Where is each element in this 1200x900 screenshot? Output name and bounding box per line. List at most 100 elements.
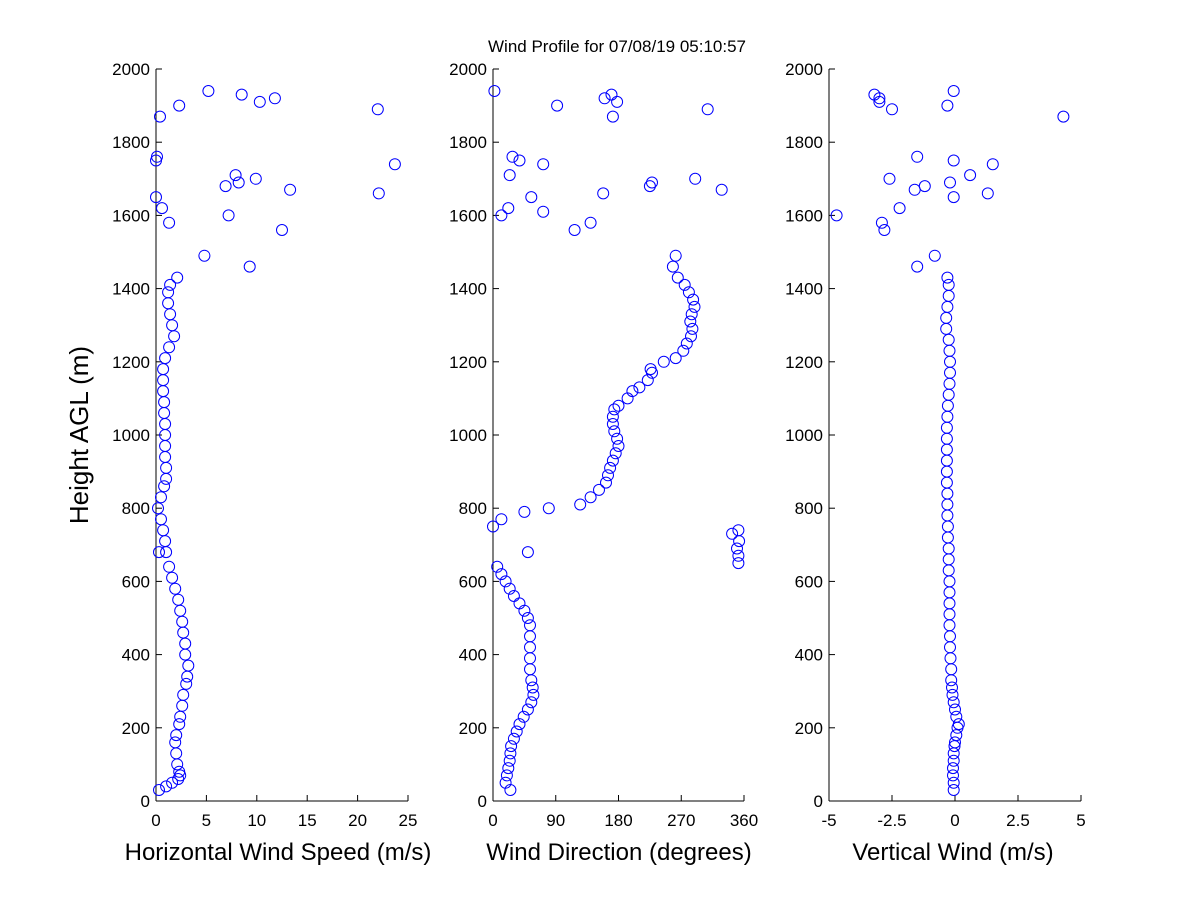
data-point bbox=[503, 754, 516, 767]
x-tick-label: -5 bbox=[821, 811, 836, 830]
data-point bbox=[521, 703, 534, 716]
data-point bbox=[612, 440, 625, 452]
y-tick-label: 200 bbox=[122, 719, 150, 738]
y-tick-label: 1800 bbox=[449, 133, 487, 152]
data-point bbox=[609, 447, 622, 460]
y-tick-label: 800 bbox=[459, 499, 487, 518]
data-point bbox=[229, 169, 242, 182]
data-point bbox=[947, 85, 960, 97]
data-point bbox=[584, 491, 597, 504]
x-tick-label: 15 bbox=[298, 811, 317, 830]
data-point bbox=[162, 286, 175, 299]
y-tick-label: 200 bbox=[795, 719, 823, 738]
data-point bbox=[928, 249, 941, 262]
data-point bbox=[499, 776, 512, 789]
y-tick-label: 1200 bbox=[785, 353, 823, 372]
data-point bbox=[946, 688, 959, 701]
data-point bbox=[682, 286, 695, 299]
data-point bbox=[504, 747, 517, 760]
data-point bbox=[371, 103, 384, 116]
data-point bbox=[503, 582, 516, 595]
data-point bbox=[584, 216, 597, 229]
data-point bbox=[495, 513, 508, 526]
data-point bbox=[687, 293, 700, 306]
data-point bbox=[517, 710, 530, 723]
data-point bbox=[170, 729, 183, 742]
data-point bbox=[163, 560, 176, 573]
data-point bbox=[166, 571, 179, 584]
y-tick-label: 0 bbox=[141, 792, 150, 811]
data-point bbox=[513, 154, 526, 167]
data-point bbox=[689, 172, 702, 185]
x-tick-label: 10 bbox=[247, 811, 266, 830]
data-point bbox=[551, 99, 564, 112]
data-point bbox=[947, 762, 959, 775]
x-tick-label: 5 bbox=[1076, 811, 1085, 830]
x-tick-label: 270 bbox=[667, 811, 695, 830]
data-point bbox=[669, 352, 682, 365]
data-point bbox=[950, 729, 963, 742]
data-point bbox=[952, 718, 965, 731]
data-point bbox=[611, 95, 624, 108]
y-tick-label: 800 bbox=[795, 499, 823, 518]
data-point bbox=[731, 542, 743, 555]
data-point bbox=[171, 271, 184, 284]
data-point bbox=[488, 85, 501, 97]
y-tick-label: 2000 bbox=[112, 60, 150, 79]
x-tick-label: 5 bbox=[202, 811, 211, 830]
data-point bbox=[949, 703, 961, 716]
panel-speed: 0 200 400 600 800 1000 1200 1400 1600 1800 2000 0 5 1… bbox=[112, 60, 431, 866]
data-point bbox=[524, 619, 536, 632]
data-point bbox=[1057, 110, 1070, 123]
data-point bbox=[249, 172, 262, 185]
y-tick-label: 1000 bbox=[785, 426, 823, 445]
data-point bbox=[202, 85, 215, 97]
data-point bbox=[219, 180, 232, 193]
data-point bbox=[527, 688, 540, 701]
data-point bbox=[268, 92, 281, 105]
data-point bbox=[715, 183, 728, 196]
data-point bbox=[155, 513, 167, 526]
data-point bbox=[495, 568, 508, 581]
data-point bbox=[685, 330, 697, 343]
data-point bbox=[152, 502, 164, 515]
data-point bbox=[495, 209, 508, 222]
x-tick-label: 0 bbox=[151, 811, 160, 830]
data-point bbox=[950, 710, 963, 723]
y-tick-label: 600 bbox=[795, 572, 823, 591]
y-tick-label: 1000 bbox=[112, 426, 150, 445]
panel-direction: 0 200 400 600 800 1000 1200 1400 1600 1800 2000 0 90… bbox=[449, 60, 758, 866]
data-point bbox=[150, 154, 162, 167]
data-point bbox=[153, 546, 165, 559]
data-point bbox=[597, 187, 610, 200]
data-point bbox=[284, 183, 297, 196]
data-point bbox=[525, 191, 538, 204]
data-point bbox=[986, 158, 999, 171]
data-point bbox=[506, 150, 519, 163]
data-point bbox=[388, 158, 401, 171]
y-tick-label: 1400 bbox=[449, 280, 487, 299]
x-axis-label-direction: Wind Direction (degrees) bbox=[486, 839, 751, 866]
data-point bbox=[513, 718, 526, 731]
data-point bbox=[633, 381, 646, 394]
data-point bbox=[946, 681, 958, 694]
data-point bbox=[677, 344, 690, 357]
y-tick-label: 1400 bbox=[785, 280, 823, 299]
y-tick-label: 1200 bbox=[449, 353, 487, 372]
x-tick-label: 25 bbox=[399, 811, 418, 830]
data-point bbox=[182, 659, 195, 672]
y-tick-label: 0 bbox=[478, 792, 487, 811]
data-point bbox=[726, 527, 739, 540]
y-tick-label: 1800 bbox=[112, 133, 150, 152]
figure-title: Wind Profile for 07/08/19 05:10:57 bbox=[488, 37, 746, 56]
y-tick-label: 600 bbox=[459, 572, 487, 591]
data-point bbox=[947, 784, 960, 796]
y-tick-label: 1800 bbox=[785, 133, 823, 152]
data-point bbox=[941, 99, 954, 112]
data-point bbox=[502, 762, 515, 775]
data-point bbox=[947, 191, 960, 204]
data-point bbox=[644, 363, 657, 376]
data-point bbox=[525, 696, 538, 709]
data-point bbox=[232, 176, 245, 189]
